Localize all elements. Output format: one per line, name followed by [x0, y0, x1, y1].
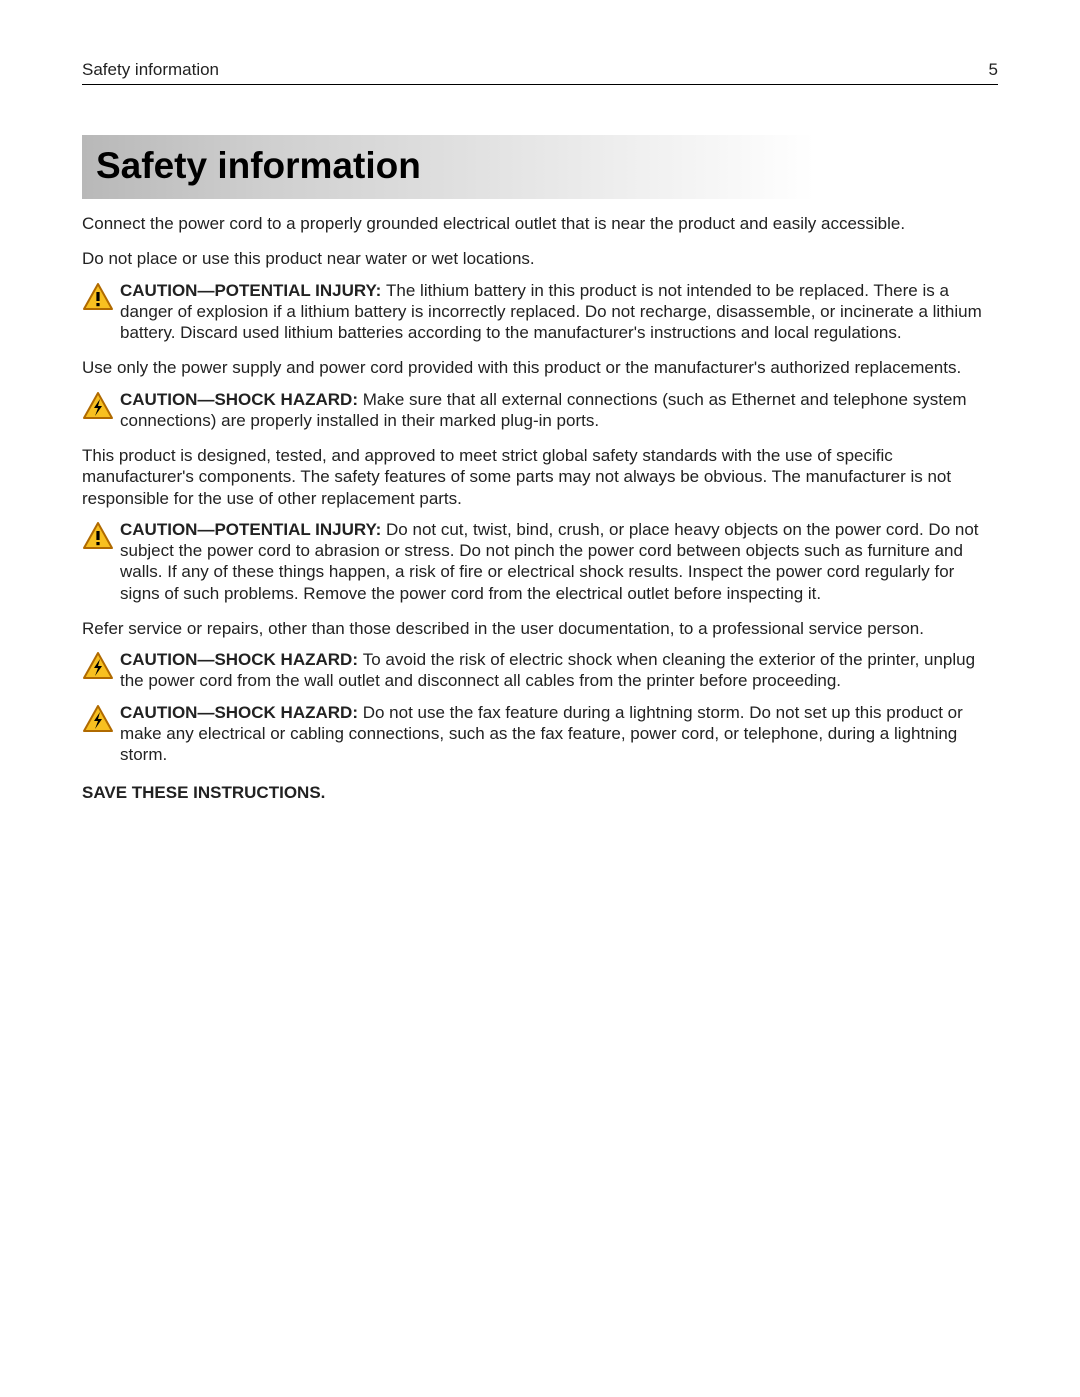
- save-instructions: SAVE THESE INSTRUCTIONS.: [82, 783, 998, 803]
- warning-shock-icon: [82, 651, 116, 686]
- running-header: Safety information 5: [82, 60, 998, 85]
- paragraph: Do not place or use this product near wa…: [82, 248, 998, 269]
- paragraph: This product is designed, tested, and ap…: [82, 445, 998, 509]
- caution-label: CAUTION—SHOCK HAZARD:: [120, 650, 363, 669]
- page-title: Safety information: [96, 145, 984, 187]
- caution-text: CAUTION—POTENTIAL INJURY: The lithium ba…: [120, 280, 998, 344]
- paragraph: Refer service or repairs, other than tho…: [82, 618, 998, 639]
- warning-injury-icon: [82, 282, 116, 317]
- caution-label: CAUTION—SHOCK HAZARD:: [120, 703, 363, 722]
- caution-shock-block: CAUTION—SHOCK HAZARD: Make sure that all…: [82, 389, 998, 432]
- caution-text: CAUTION—POTENTIAL INJURY: Do not cut, tw…: [120, 519, 998, 604]
- caution-shock-block: CAUTION—SHOCK HAZARD: To avoid the risk …: [82, 649, 998, 692]
- caution-label: CAUTION—POTENTIAL INJURY:: [120, 520, 386, 539]
- caution-text: CAUTION—SHOCK HAZARD: To avoid the risk …: [120, 649, 998, 692]
- caution-text: CAUTION—SHOCK HAZARD: Do not use the fax…: [120, 702, 998, 766]
- warning-shock-icon: [82, 704, 116, 739]
- caution-shock-block: CAUTION—SHOCK HAZARD: Do not use the fax…: [82, 702, 998, 766]
- warning-injury-icon: [82, 521, 116, 556]
- document-page: Safety information 5 Safety information …: [0, 0, 1080, 1397]
- header-page-number: 5: [989, 60, 998, 80]
- caution-injury-block: CAUTION—POTENTIAL INJURY: The lithium ba…: [82, 280, 998, 344]
- caution-label: CAUTION—SHOCK HAZARD:: [120, 390, 363, 409]
- caution-label: CAUTION—POTENTIAL INJURY:: [120, 281, 386, 300]
- warning-shock-icon: [82, 391, 116, 426]
- paragraph: Use only the power supply and power cord…: [82, 357, 998, 378]
- paragraph: Connect the power cord to a properly gro…: [82, 213, 998, 234]
- caution-injury-block: CAUTION—POTENTIAL INJURY: Do not cut, tw…: [82, 519, 998, 604]
- header-section-title: Safety information: [82, 60, 219, 80]
- title-band: Safety information: [82, 135, 998, 199]
- caution-text: CAUTION—SHOCK HAZARD: Make sure that all…: [120, 389, 998, 432]
